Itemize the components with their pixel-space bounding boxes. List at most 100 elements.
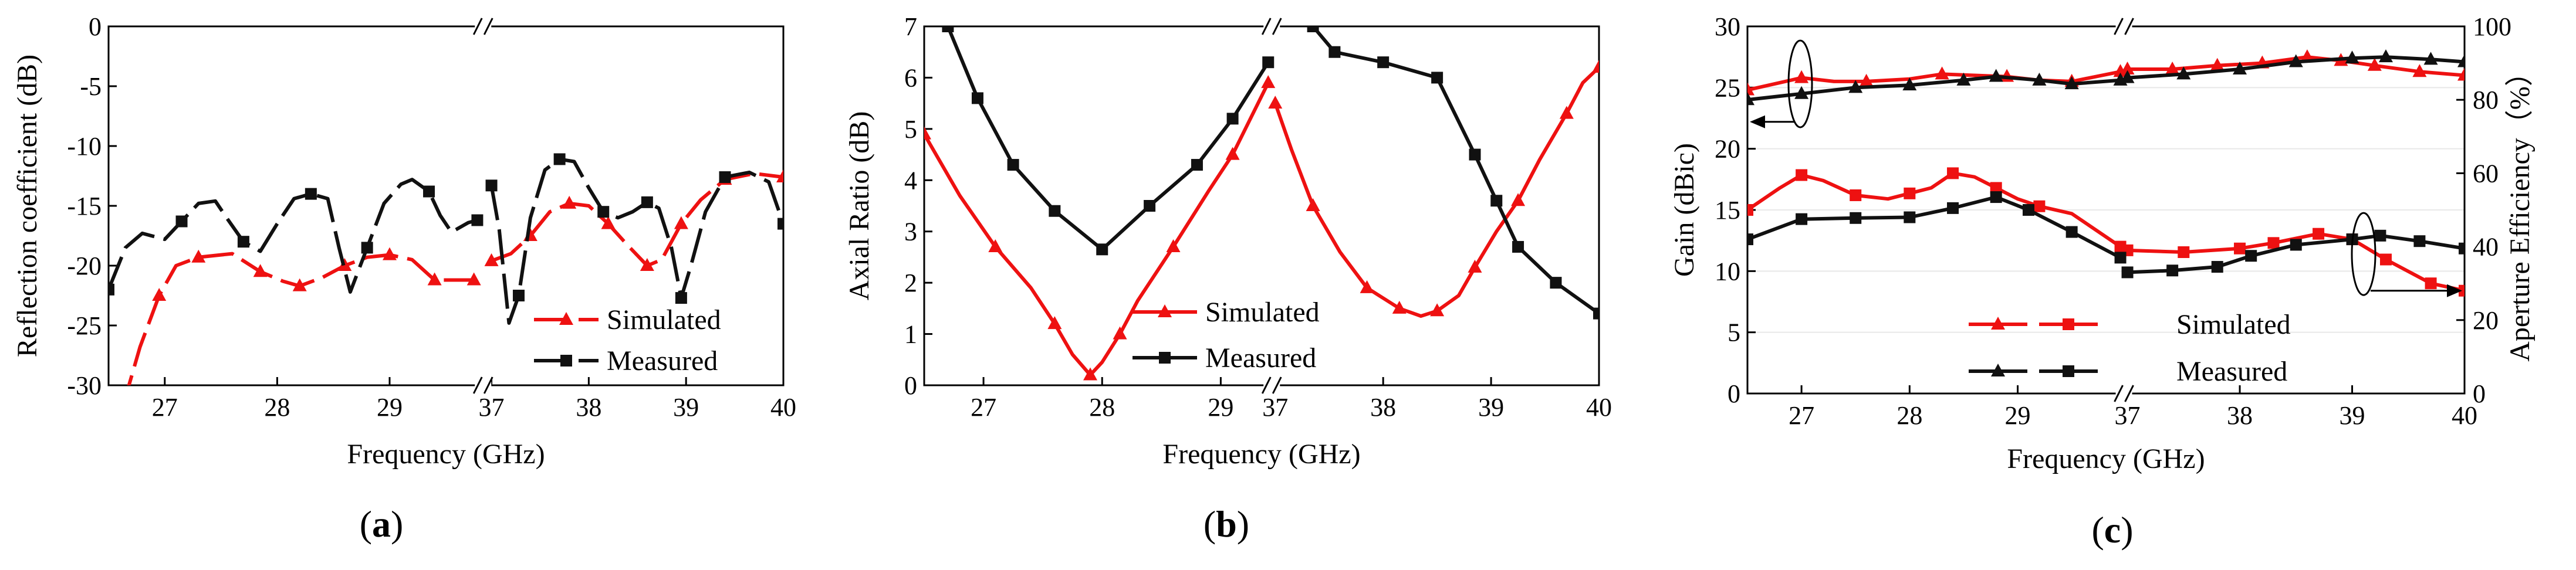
caption-letter: c [2104, 509, 2121, 551]
legend-item-simulated: Simulated [1969, 309, 2291, 340]
series-line [1747, 171, 2122, 249]
data-point-triangle-marker [1956, 72, 1971, 86]
series-simulated [127, 169, 783, 385]
y-tick-label: 0 [904, 371, 917, 400]
axis-break-mark [483, 376, 493, 394]
data-point-square-marker [1850, 189, 1862, 201]
legend-triangle-marker [1991, 317, 2005, 330]
y-tick-label: 5 [1728, 318, 1740, 347]
x-tick-label: 38 [576, 393, 601, 422]
x-tick-label: 39 [673, 393, 699, 422]
data-point-square-marker [942, 26, 954, 32]
data-point-triangle-marker [1166, 239, 1181, 252]
data-point-triangle-marker [2457, 67, 2465, 81]
data-point-triangle-marker [2345, 50, 2359, 64]
y-right-axis-title: Aperture Efficiency（%） [2504, 58, 2536, 362]
data-point-square-marker [641, 196, 653, 208]
data-point-square-marker [1850, 212, 1862, 224]
data-point-triangle-marker [776, 169, 783, 183]
data-point-triangle-marker [1592, 59, 1599, 73]
data-point-square-marker [2178, 246, 2190, 258]
data-point-triangle-marker [2378, 49, 2393, 63]
data-point-square-marker [2114, 252, 2127, 264]
data-point-square-marker [109, 283, 114, 296]
y-tick-label: 1 [904, 320, 917, 349]
data-point-square-marker [1796, 169, 1808, 181]
panel-caption: (b) [1204, 503, 1249, 545]
data-point-square-marker [1747, 204, 1753, 216]
y-tick-label: 0 [89, 12, 102, 41]
data-point-square-marker [361, 242, 373, 254]
y-tick-label: 10 [1715, 257, 1740, 286]
y-tick-label: 15 [1715, 196, 1740, 225]
data-point-triangle-marker [1859, 73, 1874, 87]
y-tick-label: -20 [67, 252, 102, 280]
data-point-square-marker [2267, 237, 2280, 249]
y-axis-title: Axial Ratio (dB) [844, 111, 875, 301]
x-tick-label: 39 [2340, 401, 2365, 430]
legend-label: Measured [2176, 356, 2287, 387]
y-tick-label: 0 [1728, 379, 1740, 408]
legend-square-marker [2063, 318, 2074, 330]
axis-break-mark [2124, 18, 2134, 35]
x-tick-label: 29 [1208, 393, 1233, 422]
data-point-square-marker [1377, 56, 1390, 69]
axis-break-mark [2124, 385, 2134, 402]
panel-caption: (c) [2091, 509, 2133, 551]
y-tick-label: 2 [904, 269, 917, 297]
caption-paren: ) [2121, 509, 2133, 551]
data-point-triangle-marker [1848, 80, 1863, 93]
data-point-square-marker [2234, 242, 2246, 255]
data-point-triangle-marker [674, 216, 688, 229]
data-point-triangle-marker [1559, 106, 1574, 119]
data-point-square-marker [1049, 205, 1061, 217]
data-point-triangle-marker [1113, 326, 1127, 340]
data-point-square-marker [1747, 233, 1753, 246]
x-tick-label: 38 [1370, 393, 1396, 422]
axis-break-mark [2114, 18, 2124, 35]
series-simulated-efficiency [1747, 167, 2465, 297]
legend-label: Simulated [1205, 297, 1320, 328]
legend-item-measured: Measured [1133, 342, 1316, 374]
plot-area [924, 26, 1599, 381]
data-point-square-marker [1191, 159, 1203, 171]
data-point-square-marker [719, 171, 731, 184]
y-right-tick-label: 0 [2473, 379, 2486, 408]
x-tick-label: 40 [2452, 401, 2477, 430]
x-tick-label: 37 [1262, 393, 1288, 422]
legend-label: Measured [1205, 342, 1316, 374]
axis-break-mark [2114, 385, 2124, 402]
data-point-square-marker [1990, 182, 2002, 194]
data-point-triangle-marker [2233, 62, 2247, 75]
data-point-triangle-marker [1511, 193, 1526, 206]
data-point-square-marker [777, 218, 783, 230]
data-point-triangle-marker [292, 278, 307, 291]
data-point-triangle-marker [924, 126, 931, 140]
data-point-triangle-marker [1935, 66, 1949, 80]
data-point-square-marker [237, 236, 249, 248]
legend-item-measured: Measured [1969, 356, 2287, 387]
data-point-square-marker [2033, 200, 2046, 212]
data-point-square-marker [485, 179, 498, 192]
axis-break-mark [1272, 18, 1282, 35]
caption-letter: b [1216, 503, 1237, 545]
x-tick-label: 29 [2005, 401, 2031, 430]
series-line [2127, 55, 2465, 80]
series-line [1747, 195, 2122, 260]
data-point-triangle-marker [2064, 76, 2079, 90]
axis-break-mark [1261, 18, 1272, 35]
data-point-square-marker [305, 188, 317, 200]
series-line [491, 171, 783, 267]
legend-item-measured: Measured [534, 345, 718, 376]
axis-break-mark [1272, 376, 1282, 394]
data-point-square-marker [1947, 202, 1959, 214]
series-line [924, 82, 1270, 377]
data-point-triangle-marker [152, 288, 167, 301]
y-right-tick-label: 40 [2473, 233, 2499, 262]
data-point-square-marker [2245, 250, 2257, 262]
data-point-triangle-marker [2176, 66, 2191, 80]
data-point-triangle-marker [1047, 316, 1062, 330]
data-point-square-marker [2459, 242, 2465, 255]
data-point-square-marker [2211, 261, 2223, 273]
x-tick-label: 27 [1789, 401, 1814, 430]
